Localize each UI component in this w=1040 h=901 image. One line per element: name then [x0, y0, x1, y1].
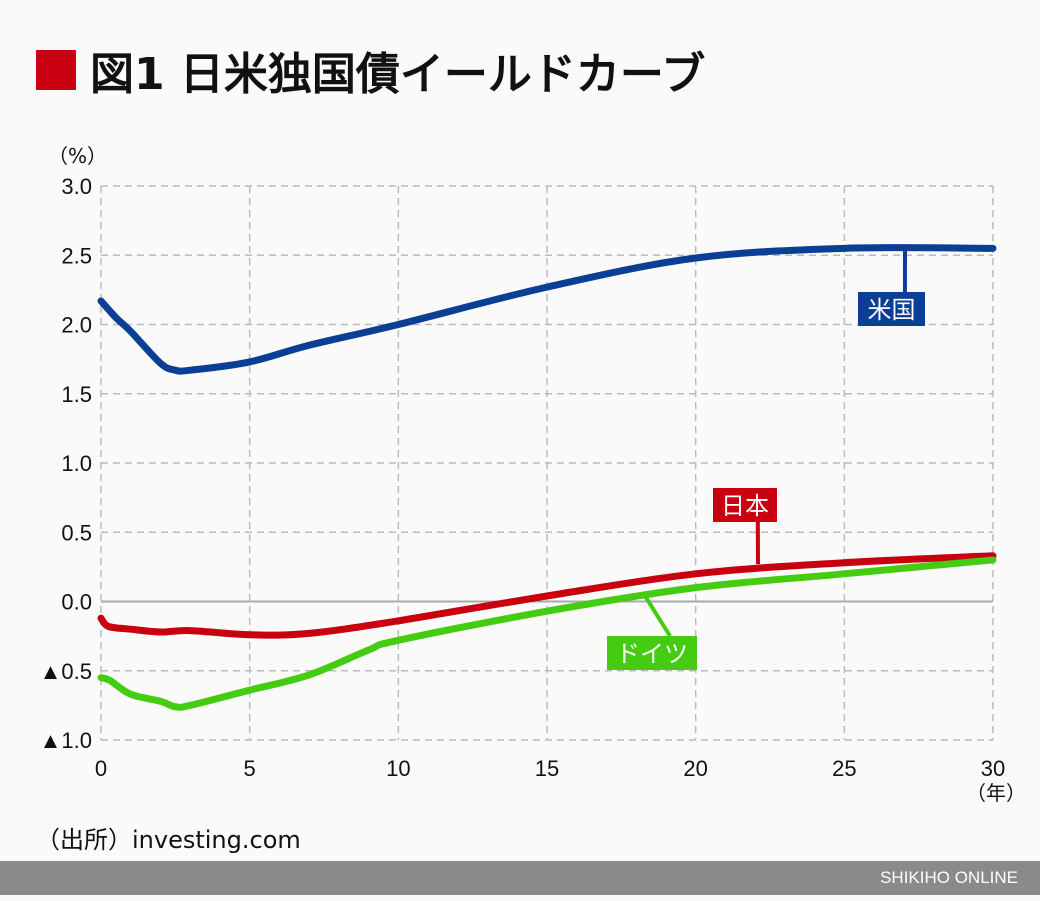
x-tick-label: 30: [981, 756, 1005, 781]
y-tick-label: 3.0: [61, 174, 92, 199]
x-axis-unit: （年）: [966, 781, 1026, 805]
y-tick-label: 1.0: [61, 451, 92, 476]
x-tick-label: 0: [95, 756, 107, 781]
y-tick-label: 0.5: [61, 520, 92, 545]
series-label-pointer: [643, 594, 672, 638]
source-note: （出所）investing.com: [36, 826, 301, 854]
chart-title: 図1 日米独国債イールドカーブ: [36, 38, 705, 102]
series-label-box: [607, 636, 697, 670]
footer-brand: SHIKIHO ONLINE: [880, 868, 1018, 887]
y-tick-label: 2.5: [61, 243, 92, 268]
series-line: [97, 552, 997, 639]
title-text: 図1 日米独国債イールドカーブ: [90, 49, 706, 100]
footer-bar: SHIKIHO ONLINE: [0, 861, 1040, 895]
title-square-icon: [36, 50, 76, 90]
x-tick-label: 15: [535, 756, 559, 781]
y-tick-label: 0.0: [61, 590, 92, 615]
x-tick-label: 10: [386, 756, 410, 781]
series-label: 米国: [868, 296, 916, 324]
x-tick-label: 25: [832, 756, 856, 781]
x-tick-label: 20: [683, 756, 707, 781]
series-line: [97, 244, 997, 375]
series-label: ドイツ: [616, 640, 688, 668]
series-line: [97, 556, 997, 711]
y-tick-label: ▲1.0: [40, 728, 92, 753]
y-axis-unit: （%）: [48, 144, 107, 168]
series-label: 日本: [721, 492, 769, 520]
yield-curve-chart: 3.0 2.5 2.0 1.5 1.0 0.5 0.0 ▲0.5 ▲1.00 5 10 15 20 25 3…: [40, 144, 1026, 805]
y-tick-label: 1.5: [61, 382, 92, 407]
x-tick-label: 5: [244, 756, 256, 781]
series-label-box: [858, 292, 925, 326]
y-tick-label: ▲0.5: [40, 659, 92, 684]
series-label-box: [713, 488, 777, 522]
y-tick-label: 2.0: [61, 313, 92, 338]
